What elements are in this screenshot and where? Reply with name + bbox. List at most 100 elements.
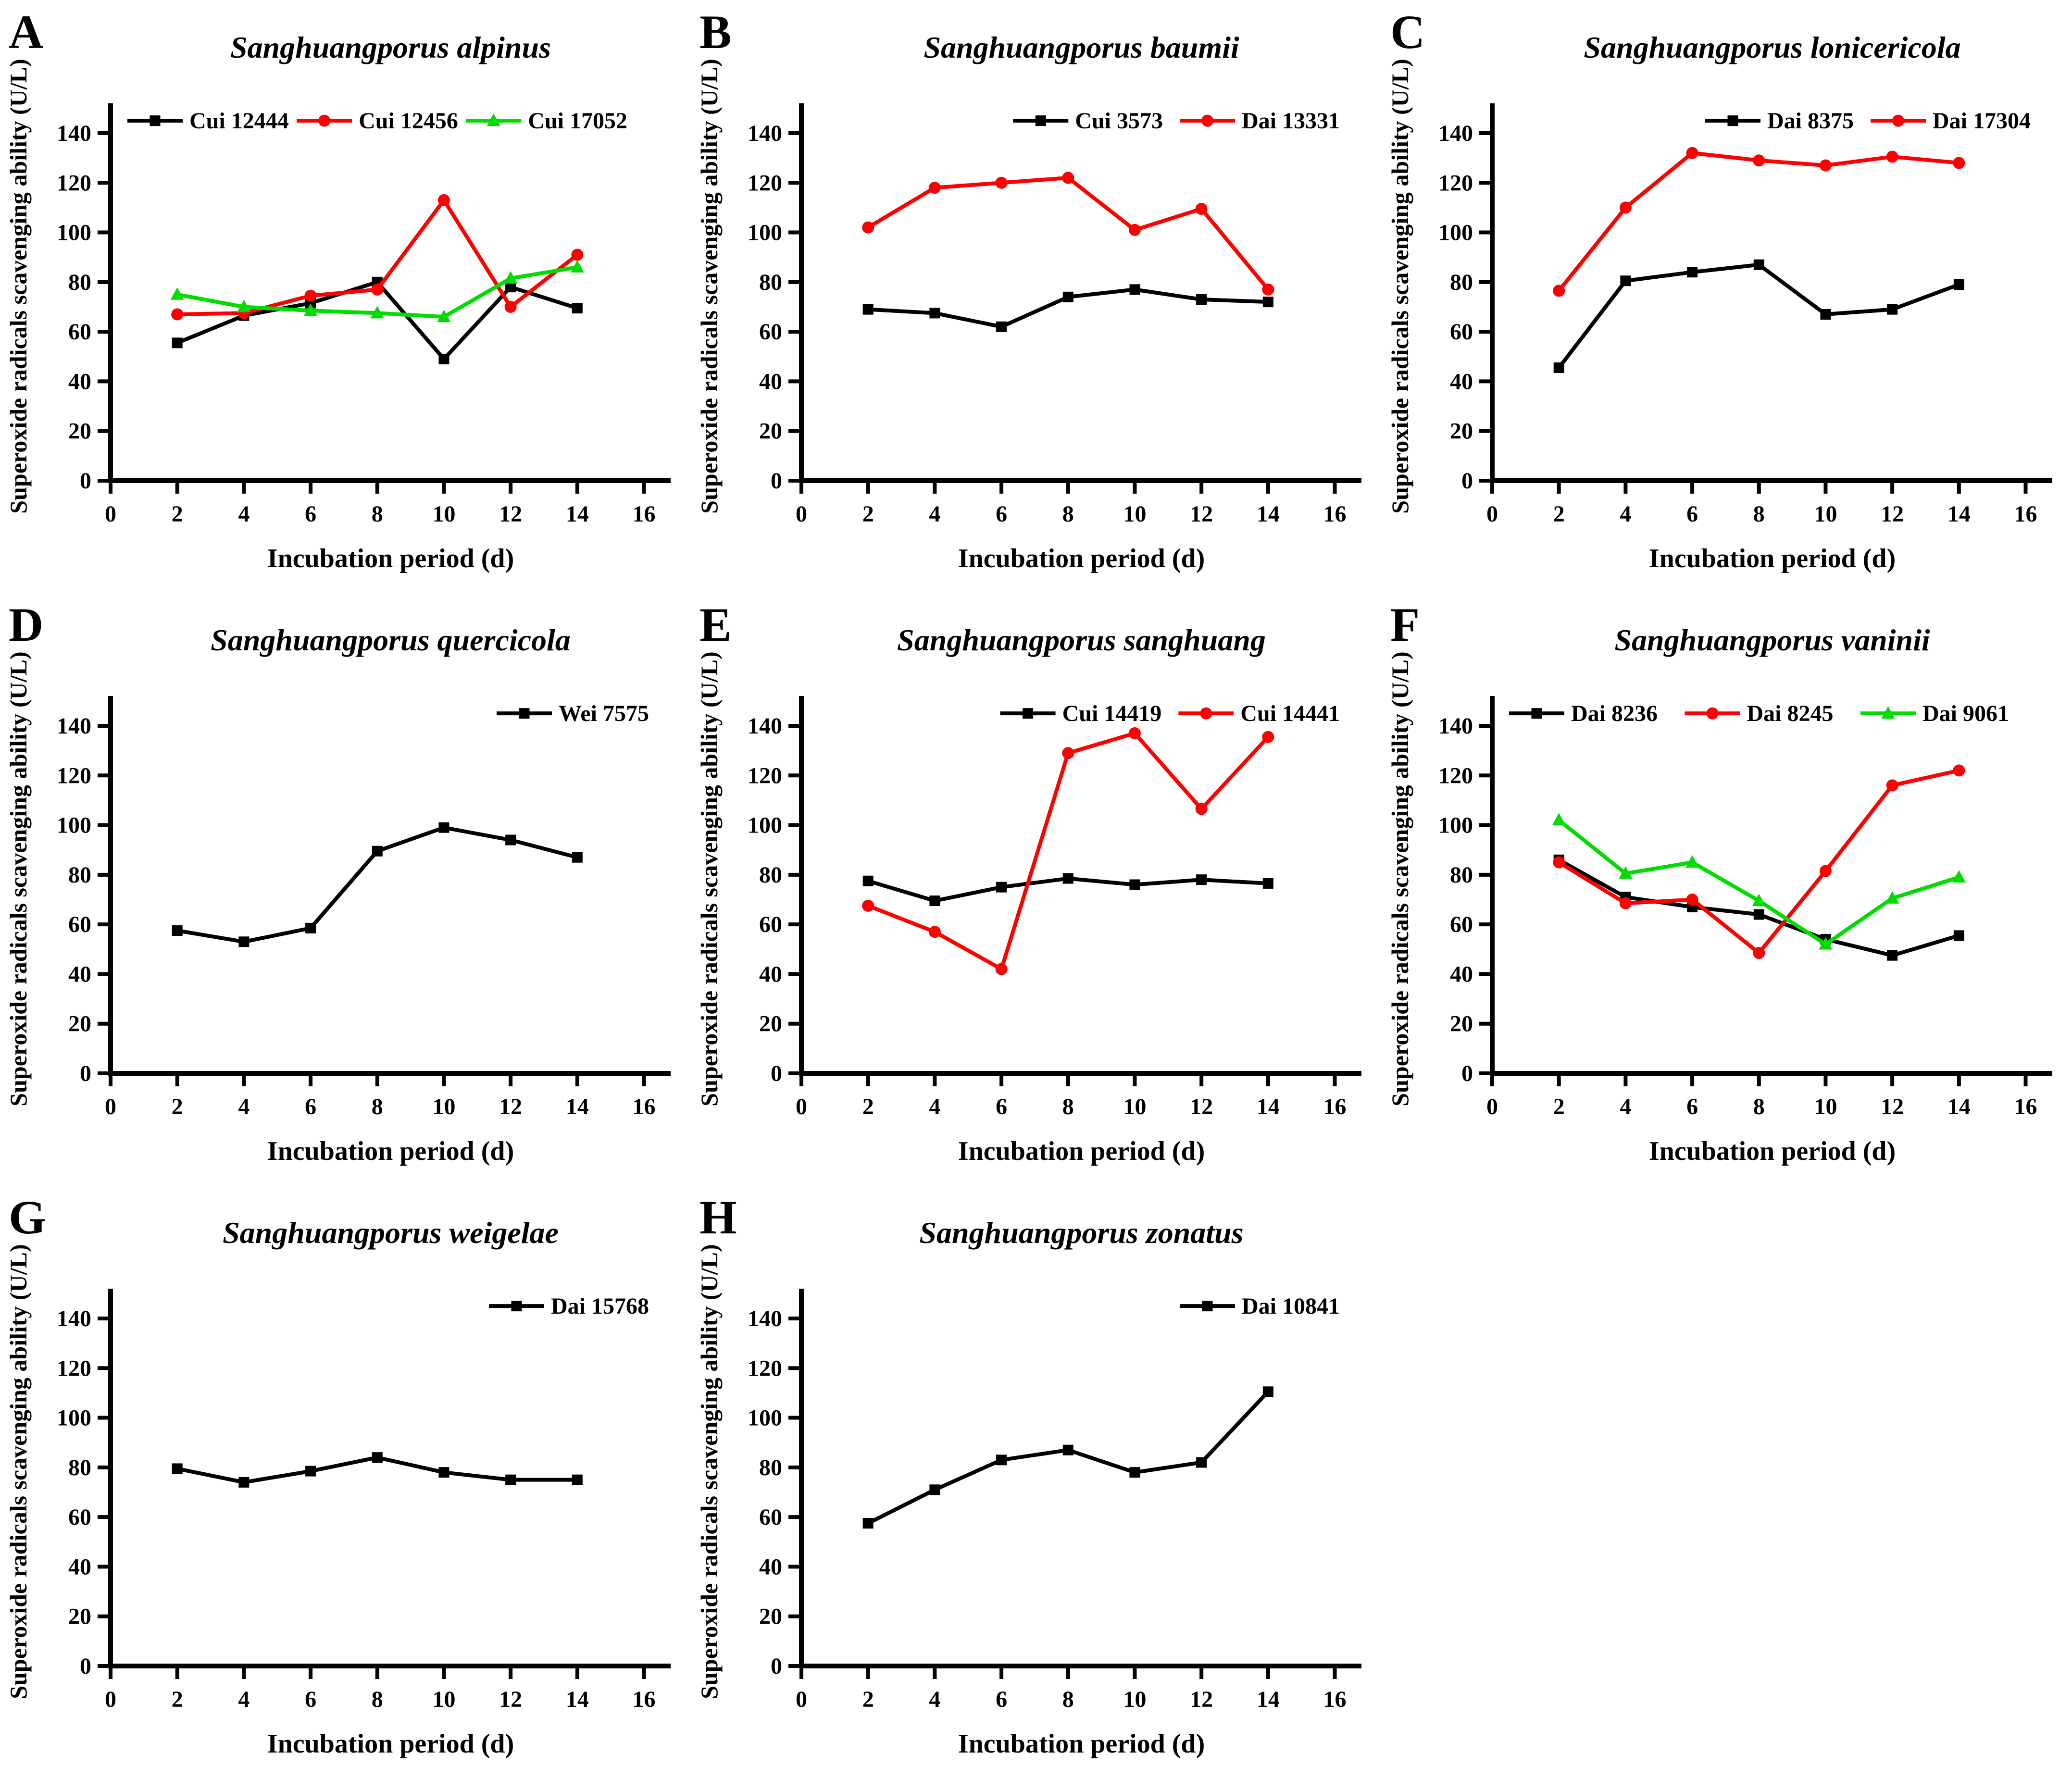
y-tick-label: 40	[1450, 961, 1473, 987]
y-tick-label: 20	[759, 1011, 782, 1037]
x-tick-label: 16	[1323, 501, 1347, 527]
y-tick-label: 0	[1461, 468, 1473, 494]
data-point-0	[1687, 267, 1698, 278]
data-point-0	[1129, 1467, 1140, 1478]
legend-label-0: Dai 10841	[1242, 1293, 1340, 1319]
data-point-2	[370, 306, 384, 319]
data-point-0	[172, 925, 183, 936]
panel-title: Sanghuangporus lonicericola	[1584, 30, 1960, 64]
y-tick-label: 0	[80, 468, 91, 494]
data-point-0	[1262, 1386, 1273, 1397]
y-tick-label: 20	[759, 419, 782, 444]
legend-marker-0	[150, 115, 161, 126]
legend-label-1: Cui 12456	[359, 108, 458, 134]
series-line-1	[1557, 151, 1960, 292]
x-tick-label: 12	[1881, 501, 1904, 527]
x-tick-label: 14	[566, 1687, 589, 1712]
x-tick-label: 4	[1620, 501, 1631, 527]
y-tick-label: 80	[1450, 862, 1473, 888]
data-point-0	[1129, 879, 1140, 890]
data-point-1	[1819, 865, 1832, 877]
data-point-1	[1062, 172, 1074, 184]
y-tick-label: 140	[748, 1306, 782, 1331]
panel-a-chart: A Sanghuangporus alpinus 0 2 4 6 8 10 12 14 16 0 20 4…	[0, 0, 690, 593]
legend-marker-0	[1023, 708, 1034, 719]
x-tick-label: 14	[566, 501, 589, 527]
y-tick-label: 140	[748, 121, 782, 146]
y-tick-label: 100	[748, 813, 782, 838]
data-point-1	[1619, 201, 1632, 214]
y-tick-label: 40	[759, 961, 782, 987]
y-tick-label: 60	[1450, 319, 1473, 345]
data-point-2	[437, 310, 451, 323]
data-point-0	[1753, 909, 1764, 920]
x-tick-label: 2	[862, 501, 874, 527]
y-tick-label: 140	[57, 1306, 91, 1331]
y-tick-label: 40	[68, 961, 91, 987]
data-point-1	[1128, 224, 1141, 236]
data-point-1	[1686, 147, 1698, 159]
x-tick-label: 2	[172, 501, 183, 527]
data-point-0	[505, 834, 516, 845]
series-line-0	[177, 825, 578, 944]
data-point-1	[1886, 150, 1898, 163]
x-axis-title: Incubation period (d)	[958, 1136, 1205, 1166]
y-tick-label: 60	[68, 1504, 91, 1530]
y-tick-label: 120	[57, 170, 91, 196]
data-point-1	[862, 221, 874, 234]
y-tick-label: 80	[68, 1455, 91, 1480]
data-point-0	[1062, 873, 1073, 884]
x-tick-label: 4	[238, 501, 250, 527]
data-point-0	[438, 353, 449, 364]
data-point-1	[1953, 764, 1965, 777]
data-point-1	[171, 308, 184, 321]
panel-title: Sanghuangporus zonatus	[919, 1216, 1243, 1250]
x-tick-label: 8	[1753, 501, 1765, 527]
x-tick-label: 6	[996, 1687, 1007, 1712]
legend-label-0: Dai 8236	[1571, 701, 1658, 726]
data-point-0	[996, 1455, 1007, 1466]
x-tick-label: 6	[1686, 501, 1698, 527]
series-line-1	[867, 175, 1270, 291]
x-tick-label: 16	[2014, 1094, 2037, 1119]
x-tick-label: 16	[633, 501, 656, 527]
data-point-0	[1953, 279, 1964, 290]
legend-marker-2	[1881, 706, 1895, 719]
legend-marker-0	[1531, 708, 1542, 719]
data-point-0	[305, 1466, 316, 1477]
x-tick-label: 0	[796, 501, 807, 527]
y-tick-label: 80	[759, 270, 782, 295]
legend-marker-2	[487, 113, 500, 126]
data-point-0	[238, 1477, 250, 1488]
data-point-2	[1952, 870, 1966, 883]
legend-label-1: Cui 14441	[1240, 701, 1340, 726]
x-tick-label: 0	[1486, 1094, 1498, 1119]
y-tick-label: 100	[1438, 220, 1473, 246]
x-tick-label: 0	[105, 1094, 116, 1119]
y-axis-title: Superoxide radicals scavenging ability (…	[696, 59, 723, 513]
x-tick-label: 2	[1553, 501, 1565, 527]
data-point-2	[504, 271, 518, 284]
y-axis-title: Superoxide radicals scavenging ability (…	[5, 1244, 32, 1699]
legend-label-0: Wei 7575	[559, 701, 649, 726]
data-point-0	[172, 1463, 183, 1474]
y-tick-label: 100	[748, 220, 782, 246]
x-axis-title: Incubation period (d)	[267, 1729, 514, 1759]
data-point-1	[995, 176, 1008, 189]
x-tick-label: 6	[996, 1094, 1007, 1119]
x-tick-label: 2	[862, 1687, 874, 1712]
x-tick-label: 14	[1257, 501, 1280, 527]
x-tick-label: 14	[1947, 501, 1971, 527]
panel-c-chart: C Sanghuangporus lonicericola 0 2 4 6 8 10 12 14 1…	[1382, 0, 2072, 593]
y-tick-label: 100	[57, 220, 91, 246]
x-tick-label: 4	[929, 1094, 940, 1119]
x-tick-label: 6	[305, 1687, 316, 1712]
legend-label-2: Cui 17052	[528, 108, 627, 134]
y-tick-label: 140	[57, 713, 91, 739]
y-tick-label: 120	[57, 1355, 91, 1381]
data-point-2	[1819, 937, 1833, 950]
x-tick-label: 10	[432, 1687, 455, 1712]
data-point-0	[372, 845, 383, 857]
y-tick-label: 80	[759, 1455, 782, 1480]
legend-marker-1	[1201, 114, 1213, 127]
